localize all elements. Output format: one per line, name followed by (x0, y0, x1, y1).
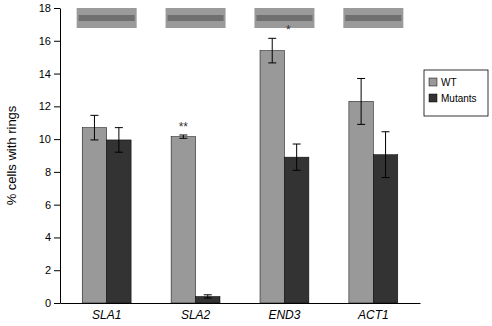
legend: WT Mutants (424, 70, 488, 116)
y-tick-mark (54, 172, 60, 173)
x-tick-label: SLA1 (92, 308, 121, 322)
x-tick: SLA2 (181, 303, 211, 322)
blot-band (256, 15, 312, 21)
blot (254, 8, 314, 28)
error-bar (90, 115, 98, 140)
error-bar-line (118, 128, 119, 153)
y-tick: 18 (39, 2, 60, 14)
error-bar-line (272, 38, 273, 63)
legend-swatch (429, 94, 437, 102)
legend-swatch (429, 78, 437, 86)
y-tick-label: 0 (45, 297, 51, 309)
y-axis-title: % cells with rings (4, 105, 19, 205)
error-bar-line (293, 144, 301, 145)
legend-label: WT (441, 77, 457, 88)
y-axis: 0 2 4 6 8 10 12 14 16 18 (39, 2, 61, 309)
error-bar (204, 295, 212, 298)
y-tick: 6 (45, 199, 60, 211)
chart: 024681012141618SLA1SLA2END3ACT1***% cell… (0, 0, 492, 326)
error-bar-line (293, 170, 301, 171)
error-bar-line (94, 115, 95, 140)
x-tick-label: SLA2 (181, 308, 211, 322)
y-tick-label: 10 (39, 133, 51, 145)
error-bar (179, 135, 187, 138)
error-bar-line (385, 132, 386, 178)
y-tick: 8 (45, 166, 60, 178)
y-tick: 12 (39, 100, 60, 112)
y-tick-mark (54, 106, 60, 107)
annotation: ** (179, 120, 189, 134)
y-tick-mark (54, 270, 60, 271)
y-tick-label: 6 (45, 199, 51, 211)
error-bar-line (179, 135, 187, 136)
legend-label: Mutants (441, 93, 477, 104)
error-bar-line (357, 124, 365, 125)
blot-band (168, 15, 224, 21)
error-bar-line (382, 131, 390, 132)
error-bar-line (115, 152, 123, 153)
y-tick-label: 8 (45, 166, 51, 178)
y-tick-mark (54, 303, 60, 304)
y-axis-line (60, 9, 61, 304)
blot-band (79, 15, 135, 21)
y-tick: 4 (45, 231, 60, 243)
error-bar (115, 128, 123, 153)
error-bar (357, 78, 365, 124)
bar (107, 140, 131, 303)
y-tick-label: 18 (39, 2, 51, 14)
x-tick: SLA1 (92, 303, 121, 322)
y-tick: 0 (45, 297, 60, 309)
y-tick-label: 16 (39, 35, 51, 47)
bar (349, 101, 373, 303)
plot: 024681012141618SLA1SLA2END3ACT1*** (39, 2, 421, 322)
error-bar (293, 144, 301, 170)
y-tick: 14 (39, 68, 60, 80)
x-tick: ACT1 (357, 303, 389, 322)
error-bar-line (268, 62, 276, 63)
y-tick-mark (54, 139, 60, 140)
error-bar-line (90, 139, 98, 140)
blot (343, 8, 403, 28)
y-tick-mark (54, 205, 60, 206)
legend-frame (424, 70, 488, 116)
error-bar-line (204, 294, 212, 295)
y-tick-label: 4 (45, 231, 51, 243)
y-tick-mark (54, 41, 60, 42)
y-tick-mark (54, 8, 60, 9)
error-bar-line (268, 38, 276, 39)
bar (171, 137, 195, 303)
error-bar-line (179, 138, 187, 139)
error-bar (382, 132, 390, 178)
error-bar-line (204, 298, 212, 299)
error-bar-line (357, 78, 365, 79)
bar (284, 157, 308, 303)
blot (166, 8, 226, 28)
x-axis: SLA1 SLA2 END3 ACT1 (61, 303, 421, 322)
x-tick-label: END3 (268, 308, 300, 322)
blot (77, 8, 137, 28)
y-tick-label: 12 (39, 100, 51, 112)
blot-images (77, 8, 404, 28)
y-tick: 16 (39, 35, 60, 47)
error-bar-line (115, 127, 123, 128)
marks (82, 38, 398, 303)
blot-band (345, 15, 401, 21)
y-tick-label: 2 (45, 264, 51, 276)
error-bar-line (296, 144, 297, 170)
y-tick-label: 14 (39, 68, 51, 80)
y-tick-mark (54, 74, 60, 75)
x-tick-label: ACT1 (357, 308, 389, 322)
error-bar-line (90, 115, 98, 116)
bar (82, 128, 106, 303)
y-tick: 2 (45, 264, 60, 276)
annotation: * (286, 23, 291, 37)
error-bar (268, 38, 276, 63)
y-tick: 10 (39, 133, 60, 145)
x-axis-line (61, 303, 421, 304)
y-tick-mark (54, 237, 60, 238)
x-tick: END3 (268, 303, 300, 322)
error-bar-line (361, 78, 362, 124)
error-bar-line (382, 177, 390, 178)
bar (260, 51, 284, 303)
